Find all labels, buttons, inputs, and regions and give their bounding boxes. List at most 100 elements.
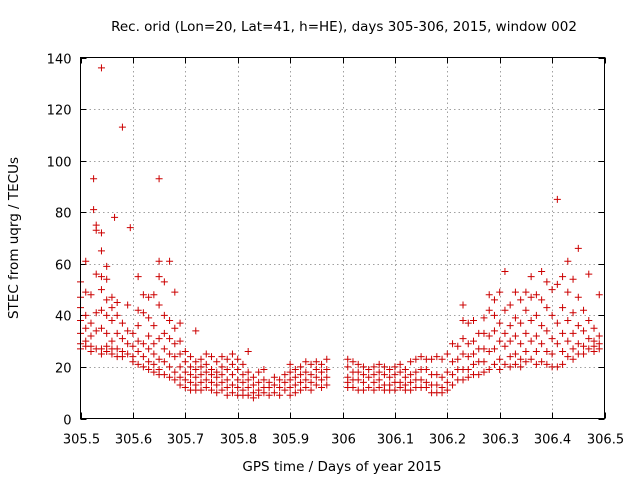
x-tick-label: 305.9	[272, 433, 309, 448]
data-point	[113, 298, 121, 306]
y-tick-label: 60	[55, 259, 72, 274]
data-point	[511, 360, 519, 368]
data-point	[543, 360, 551, 368]
data-point	[443, 350, 451, 358]
data-point	[281, 378, 289, 386]
data-point	[344, 363, 352, 371]
data-point	[490, 311, 498, 319]
data-point	[223, 391, 231, 399]
data-point	[145, 332, 153, 340]
data-point	[595, 332, 603, 340]
data-point	[181, 384, 189, 392]
data-point	[548, 335, 556, 343]
data-point	[234, 376, 242, 384]
y-tick-label: 140	[47, 53, 72, 68]
data-point	[517, 355, 525, 363]
data-point	[480, 314, 488, 322]
data-point	[270, 381, 278, 389]
data-point	[506, 322, 514, 330]
data-point	[553, 319, 561, 327]
data-point	[286, 360, 294, 368]
data-point	[134, 337, 142, 345]
data-point	[548, 311, 556, 319]
data-point	[124, 340, 132, 348]
data-point	[192, 358, 200, 366]
data-point	[417, 376, 425, 384]
data-point	[108, 304, 116, 312]
data-point	[559, 360, 567, 368]
data-point	[150, 350, 158, 358]
x-tick-label: 306.5	[587, 433, 624, 448]
data-point	[228, 381, 236, 389]
data-point	[291, 373, 299, 381]
data-point	[187, 363, 195, 371]
data-point	[543, 327, 551, 335]
data-point	[511, 288, 519, 296]
data-point	[134, 322, 142, 330]
data-point	[490, 345, 498, 353]
data-point	[323, 373, 331, 381]
data-point	[401, 373, 409, 381]
y-tick-label: 120	[47, 104, 72, 119]
data-point	[244, 391, 252, 399]
y-tick-labels: 0 20 40 60 80 100 120 140	[47, 53, 72, 429]
data-point	[438, 355, 446, 363]
data-point	[92, 309, 100, 317]
data-point	[522, 358, 530, 366]
data-point	[438, 373, 446, 381]
data-point	[187, 371, 195, 379]
data-point	[585, 345, 593, 353]
data-point	[228, 389, 236, 397]
data-point	[386, 373, 394, 381]
data-point	[480, 358, 488, 366]
data-point	[543, 347, 551, 355]
data-point	[522, 306, 530, 314]
data-point	[92, 327, 100, 335]
data-point	[145, 293, 153, 301]
data-point	[464, 373, 472, 381]
data-point	[155, 301, 163, 309]
x-tick-label: 305.7	[167, 433, 204, 448]
data-point	[407, 358, 415, 366]
data-point	[553, 363, 561, 371]
data-point	[553, 280, 561, 288]
data-point	[155, 273, 163, 281]
data-point	[291, 366, 299, 374]
data-point	[496, 337, 504, 345]
data-point	[82, 257, 90, 265]
data-point	[454, 342, 462, 350]
data-point	[538, 268, 546, 276]
data-point	[428, 355, 436, 363]
x-tick-label: 306.3	[482, 433, 519, 448]
data-point	[538, 322, 546, 330]
data-point	[511, 314, 519, 322]
data-point	[187, 378, 195, 386]
data-point	[155, 257, 163, 265]
data-point	[108, 337, 116, 345]
data-point	[265, 384, 273, 392]
data-point	[564, 288, 572, 296]
data-point	[527, 273, 535, 281]
data-point	[470, 350, 477, 358]
data-point	[134, 360, 142, 368]
data-point	[396, 384, 404, 392]
y-tick-label: 20	[55, 362, 72, 377]
data-point	[433, 353, 441, 361]
data-point	[176, 337, 184, 345]
data-point	[228, 371, 236, 379]
data-point	[126, 224, 134, 232]
data-point	[234, 366, 242, 374]
data-point	[82, 311, 90, 319]
data-point	[485, 291, 493, 299]
data-point	[234, 355, 242, 363]
data-point	[433, 381, 441, 389]
data-point	[176, 319, 184, 327]
data-point	[307, 371, 315, 379]
data-point	[485, 366, 493, 374]
data-point	[145, 366, 153, 374]
data-point	[129, 342, 137, 350]
data-point	[218, 353, 226, 361]
data-point	[464, 340, 472, 348]
data-point	[459, 376, 467, 384]
data-point	[160, 278, 168, 286]
